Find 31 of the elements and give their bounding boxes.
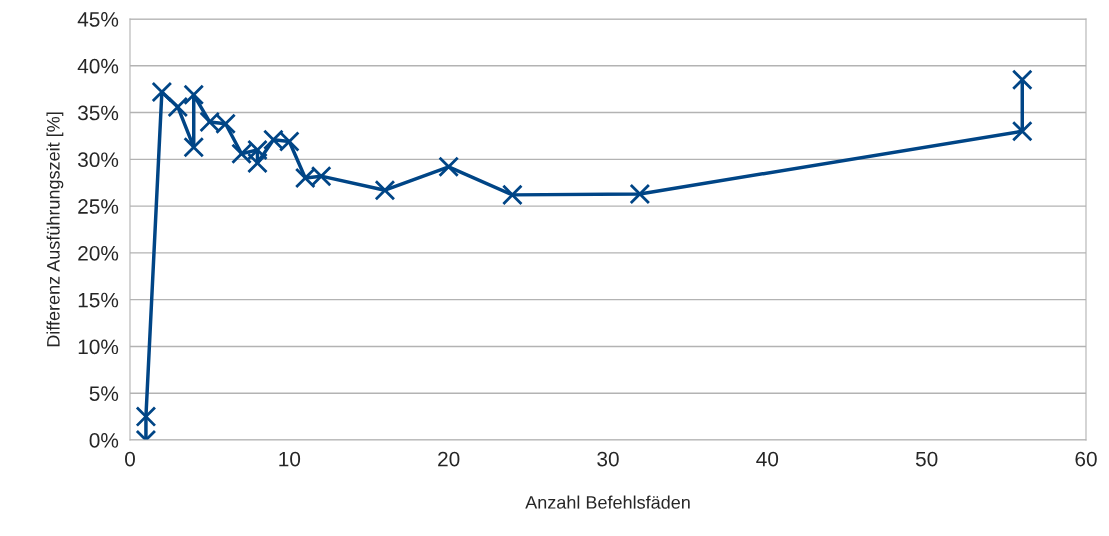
point xyxy=(1011,120,1033,142)
x-tick-label: 0 xyxy=(125,451,135,467)
point xyxy=(167,96,189,118)
point xyxy=(247,152,268,174)
y-tick-label: 0% xyxy=(89,433,119,448)
point xyxy=(438,156,460,178)
x-tick-label: 40 xyxy=(756,451,779,467)
y-tick-label: 40% xyxy=(77,58,119,74)
x-tick-label: 50 xyxy=(915,451,938,467)
point xyxy=(151,81,173,103)
y-tick-label: 10% xyxy=(78,339,119,355)
y-tick-label: 20% xyxy=(78,245,119,261)
y-axis-title: Differenz Ausführungszeit [%] xyxy=(46,112,64,347)
y-tick-label: 25% xyxy=(78,199,119,214)
point xyxy=(501,184,523,206)
y-tick-label: 15% xyxy=(78,292,119,308)
x-tick-label: 20 xyxy=(438,451,460,467)
x-tick-label: 30 xyxy=(597,451,619,467)
y-tick-label: 30% xyxy=(77,152,119,168)
x-tick-label: 10 xyxy=(279,451,301,467)
y-tick-label: 45% xyxy=(77,12,119,27)
point xyxy=(183,136,205,158)
y-tick-label: 5% xyxy=(89,386,119,401)
point xyxy=(374,179,396,201)
x-axis-title: Anzahl Befehlsfäden xyxy=(525,495,690,509)
point xyxy=(1011,69,1033,91)
point xyxy=(135,406,157,428)
point xyxy=(183,84,205,106)
y-tick-label: 35% xyxy=(77,105,119,121)
x-tick-label: 60 xyxy=(1075,451,1097,467)
point xyxy=(629,183,651,205)
